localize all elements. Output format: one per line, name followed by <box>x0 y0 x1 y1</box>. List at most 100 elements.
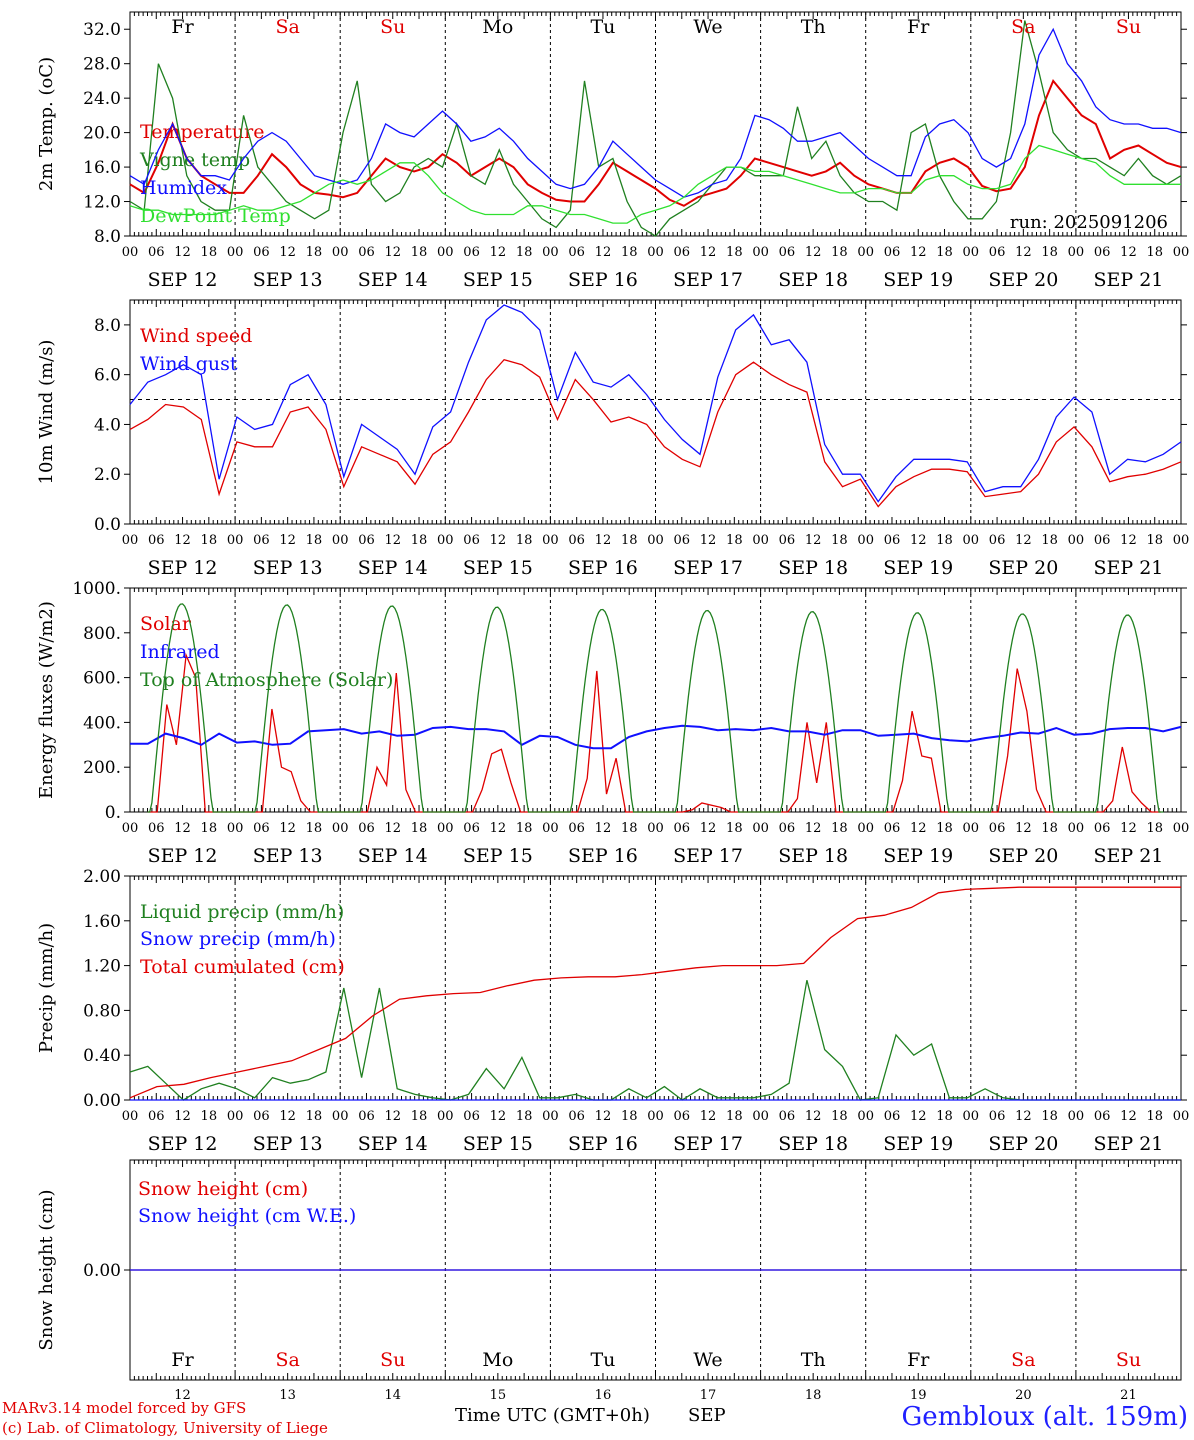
hour-tick-label: 18 <box>516 821 533 836</box>
weekday-label: Su <box>1116 16 1141 38</box>
legend-entry: Top of Atmosphere (Solar) <box>140 669 393 691</box>
legend-entry: Wind speed <box>140 325 252 347</box>
hour-tick-label: 18 <box>1146 1109 1163 1124</box>
date-label: SEP 21 <box>1094 1133 1164 1155</box>
series-line-red <box>129 886 1181 1099</box>
hour-tick-label: 18 <box>726 1109 743 1124</box>
date-label: SEP 18 <box>778 845 848 867</box>
hour-tick-label: 00 <box>1068 245 1085 260</box>
hour-tick-label: 18 <box>411 1109 428 1124</box>
hour-tick-label: 12 <box>490 245 507 260</box>
x-axis-label: Time UTC (GMT+0h) <box>455 1405 650 1426</box>
hour-tick-label: 06 <box>1094 1109 1111 1124</box>
date-label: SEP 14 <box>358 269 428 291</box>
weekday-label: Th <box>801 1349 826 1371</box>
hour-tick-label: 00 <box>122 821 139 836</box>
date-label: SEP 21 <box>1094 845 1164 867</box>
legend-entry: Vigne temp <box>139 149 250 171</box>
hour-tick-label: 00 <box>1173 245 1190 260</box>
date-label: SEP 13 <box>253 269 323 291</box>
date-label: SEP 14 <box>358 557 428 579</box>
hour-tick-label: 00 <box>437 1109 454 1124</box>
hour-tick-label: 12 <box>279 821 296 836</box>
hour-tick-label: 06 <box>1094 245 1111 260</box>
hour-tick-label: 00 <box>857 245 874 260</box>
hour-tick-label: 18 <box>1146 245 1163 260</box>
hour-tick-label: 18 <box>201 245 218 260</box>
hour-tick-label: 00 <box>437 821 454 836</box>
hour-tick-label: 12 <box>174 821 191 836</box>
hour-tick-label: 18 <box>831 1109 848 1124</box>
hour-tick-label: 18 <box>1146 533 1163 548</box>
hour-tick-label: 18 <box>936 245 953 260</box>
hour-tick-label: 12 <box>595 821 612 836</box>
hour-tick-label: 00 <box>647 245 664 260</box>
hour-tick-label: 06 <box>253 533 270 548</box>
date-label: SEP 20 <box>988 1133 1058 1155</box>
y-tick-label: 0.00 <box>83 1091 121 1111</box>
hour-tick-label: 06 <box>779 245 796 260</box>
y-tick-label: 600. <box>83 669 121 689</box>
hour-tick-label: 00 <box>542 245 559 260</box>
hour-tick-label: 06 <box>884 245 901 260</box>
hour-tick-label: 18 <box>201 533 218 548</box>
x-axis-month-label: SEP <box>688 1405 726 1426</box>
hour-tick-label: 18 <box>516 1109 533 1124</box>
hour-tick-label: 00 <box>1173 821 1190 836</box>
run-annotation: run: 2025091206 <box>1010 212 1168 233</box>
legend-entry: Snow precip (mm/h) <box>140 928 336 950</box>
y-tick-label: 0. <box>105 803 121 823</box>
hour-tick-label: 12 <box>174 1109 191 1124</box>
date-label: SEP 15 <box>463 269 533 291</box>
hour-tick-label: 00 <box>1173 533 1190 548</box>
day-number-label: 19 <box>910 1388 927 1403</box>
weekday-label: Tu <box>590 1349 615 1371</box>
hour-tick-label: 00 <box>857 533 874 548</box>
hour-tick-label: 00 <box>963 821 980 836</box>
hour-tick-label: 00 <box>437 533 454 548</box>
hour-tick-label: 06 <box>989 821 1006 836</box>
hour-tick-label: 18 <box>726 245 743 260</box>
panel-1: 8.0 12.0 16.0 20.0 24.0 28.0 32.0 2m Temp. (oC)… <box>36 11 1190 291</box>
date-label: SEP 20 <box>988 845 1058 867</box>
legend-entry: Solar <box>140 613 192 635</box>
date-label: SEP 15 <box>463 557 533 579</box>
day-number-label: 13 <box>279 1388 296 1403</box>
date-label: SEP 16 <box>568 269 638 291</box>
hour-tick-label: 06 <box>463 245 480 260</box>
weekday-label: Sa <box>275 1349 299 1371</box>
weekday-label: Mo <box>482 16 513 38</box>
legend-entry: Liquid precip (mm/h) <box>140 901 344 923</box>
y-tick-label: 4.0 <box>94 415 121 435</box>
series-line-blue <box>129 27 1182 198</box>
date-label: SEP 12 <box>148 269 218 291</box>
date-label: SEP 14 <box>358 1133 428 1155</box>
day-number-label: 16 <box>595 1388 612 1403</box>
weekday-label: Tu <box>590 16 615 38</box>
hour-tick-label: 12 <box>700 821 717 836</box>
hour-tick-label: 12 <box>910 821 927 836</box>
hour-tick-label: 12 <box>384 1109 401 1124</box>
hour-tick-label: 06 <box>674 245 691 260</box>
hour-tick-label: 18 <box>306 821 323 836</box>
weekday-label: Mo <box>482 1349 513 1371</box>
hour-tick-label: 00 <box>332 821 349 836</box>
model-credit: MARv3.14 model forced by GFS <box>2 1399 247 1417</box>
date-label: SEP 13 <box>253 1133 323 1155</box>
series-line-green <box>129 980 1181 1101</box>
hour-tick-label: 00 <box>542 1109 559 1124</box>
weekday-label: Th <box>801 16 826 38</box>
hour-tick-label: 12 <box>174 533 191 548</box>
weekday-label: Fr <box>171 16 194 38</box>
hour-tick-label: 12 <box>279 1109 296 1124</box>
legend-entry: Infrared <box>140 641 220 663</box>
y-tick-label: 6.0 <box>94 366 121 386</box>
hour-tick-label: 00 <box>542 533 559 548</box>
hour-tick-label: 00 <box>1173 1109 1190 1124</box>
date-label: SEP 17 <box>673 557 743 579</box>
date-label: SEP 12 <box>148 845 218 867</box>
hour-tick-label: 06 <box>148 821 165 836</box>
hour-tick-label: 12 <box>805 245 822 260</box>
date-label: SEP 13 <box>253 845 323 867</box>
y-tick-label: 12.0 <box>83 193 121 213</box>
